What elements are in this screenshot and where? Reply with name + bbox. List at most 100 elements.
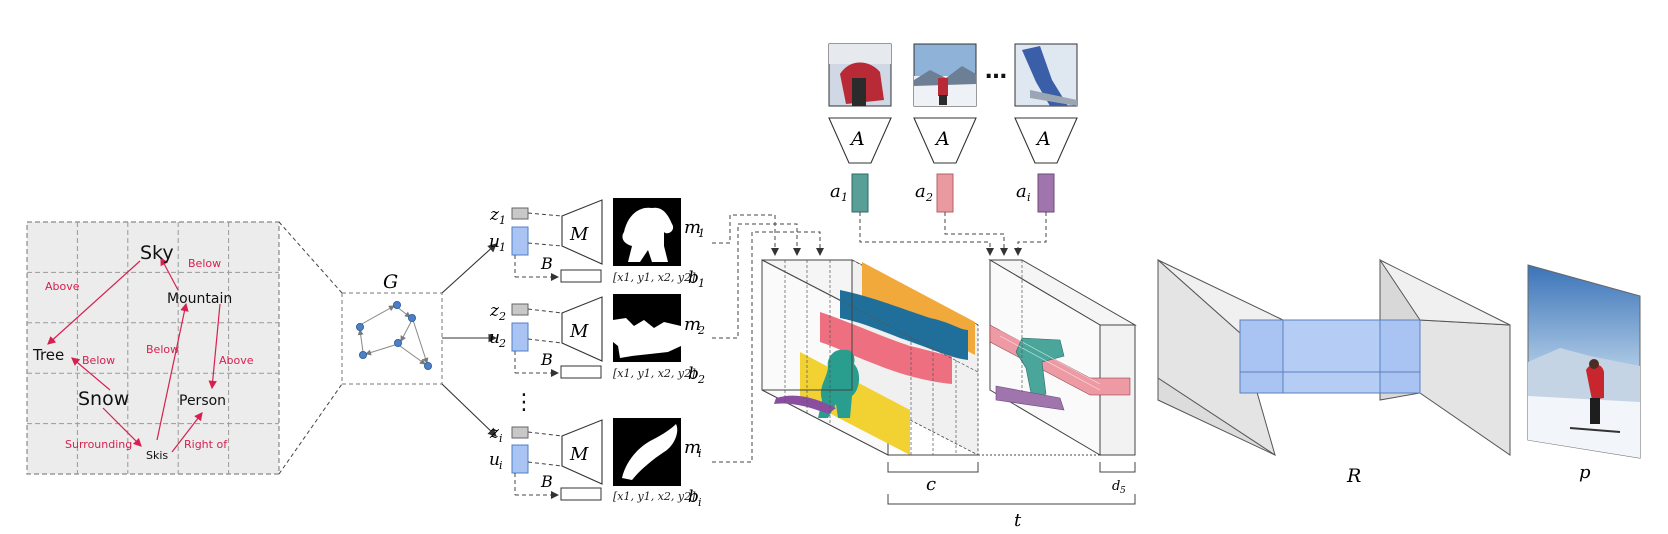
svg-text:b: b — [688, 487, 699, 507]
mask-network — [561, 199, 603, 265]
svg-text:i: i — [698, 496, 702, 509]
svg-text:m: m — [684, 314, 701, 335]
branch-arrows — [441, 243, 498, 437]
object-skis: Skis — [146, 449, 168, 462]
appearance-branch-2: A a 2 — [913, 43, 977, 213]
appearance-vector — [936, 173, 954, 213]
svg-text:B: B — [540, 254, 553, 273]
latent-z — [511, 207, 529, 220]
output-image — [1527, 264, 1641, 459]
svg-text:M: M — [569, 444, 589, 465]
generator-label: R — [1346, 465, 1361, 487]
appearance-vector — [1037, 173, 1055, 213]
svg-text:u: u — [489, 328, 500, 348]
box-vector — [560, 487, 602, 501]
svg-text:[x1, y1, x2, y2]: [x1, y1, x2, y2] — [613, 271, 696, 284]
dim-d-sub: 5 — [1120, 486, 1126, 496]
box-vector — [560, 269, 602, 283]
svg-text:[x1, y1, x2, y2]: [x1, y1, x2, y2] — [613, 490, 696, 503]
object-person: Person — [179, 393, 226, 409]
box-vector — [560, 365, 602, 379]
mask-to-layout-connectors — [712, 214, 824, 463]
dim-t-label: t — [1014, 510, 1022, 531]
svg-text:A: A — [849, 128, 865, 150]
mask-branch-1: z 1 u 1 M m 1 B [x1, y1, x2, y2] b 1 — [489, 198, 705, 290]
svg-text:M: M — [569, 224, 589, 245]
object-snow: Snow — [78, 388, 129, 410]
embedding-u — [511, 226, 529, 256]
svg-text:a: a — [1016, 181, 1027, 202]
branch-ellipsis: ⋮ — [513, 390, 535, 415]
appearance-ellipsis: … — [985, 59, 1007, 84]
svg-text:2: 2 — [498, 310, 506, 323]
svg-text:2: 2 — [697, 324, 705, 337]
svg-text:m: m — [684, 217, 701, 238]
dim-d-label: d — [1112, 479, 1120, 494]
relation-label: Right of — [184, 438, 228, 451]
relation-label: Surrounding — [65, 438, 132, 451]
dimension-brackets — [887, 462, 1136, 505]
latent-z — [511, 303, 529, 316]
svg-text:A: A — [934, 128, 950, 150]
embedding-u — [511, 444, 529, 474]
graph-label: G — [383, 271, 398, 293]
svg-text:B: B — [540, 472, 553, 491]
object-mountain: Mountain — [167, 291, 232, 307]
mask-network — [561, 419, 603, 485]
svg-text:[x1, y1, x2, y2]: [x1, y1, x2, y2] — [613, 367, 696, 380]
svg-text:z: z — [489, 423, 500, 443]
svg-text:M: M — [569, 321, 589, 342]
appearance-branch-i: A a i — [1014, 43, 1078, 213]
svg-text:1: 1 — [698, 277, 705, 290]
zoom-lines — [278, 221, 343, 475]
output-label: p — [1579, 462, 1591, 483]
svg-text:2: 2 — [697, 373, 705, 386]
svg-text:i: i — [499, 459, 503, 472]
svg-text:u: u — [489, 450, 500, 470]
latent-z — [511, 426, 529, 439]
appearance-encoder — [1014, 117, 1078, 164]
object-tree: Tree — [32, 346, 64, 364]
graph-g: G — [341, 271, 443, 385]
svg-text:1: 1 — [698, 227, 705, 240]
object-sky: Sky — [140, 242, 174, 264]
svg-text:i: i — [499, 432, 503, 445]
appearance-vector — [851, 173, 869, 213]
svg-text:b: b — [688, 268, 699, 288]
appearance-volume — [988, 259, 1137, 456]
svg-text:B: B — [540, 350, 553, 369]
layout-volume — [761, 259, 979, 456]
appearance-encoder — [828, 117, 892, 164]
scene-grid: Sky Mountain Tree Snow Person Skis Above… — [26, 221, 280, 475]
appearance-to-layout-connectors — [859, 212, 1047, 256]
mask-branch-2: z 2 u 2 M m 2 B [x1, y1, x2, y2] b 2 — [489, 294, 705, 386]
svg-text:z: z — [489, 205, 500, 225]
svg-text:z: z — [489, 301, 500, 321]
svg-text:u: u — [489, 232, 500, 252]
svg-text:2: 2 — [498, 337, 506, 350]
relation-label: Below — [146, 343, 179, 356]
dim-c-label: c — [926, 474, 936, 495]
svg-text:b: b — [688, 364, 699, 384]
svg-text:i: i — [698, 447, 702, 460]
svg-text:m: m — [684, 437, 701, 458]
svg-text:1: 1 — [499, 241, 506, 254]
embedding-u — [511, 322, 529, 352]
relation-label: Below — [188, 257, 221, 270]
svg-text:a: a — [830, 181, 841, 202]
appearance-branch-1: A a 1 — [828, 43, 892, 213]
mask-network — [561, 296, 603, 362]
svg-text:1: 1 — [841, 191, 848, 204]
svg-text:i: i — [1027, 191, 1031, 204]
svg-text:a: a — [915, 181, 926, 202]
mask-branch-i: z i u i M m i B [x1, y1, x2, y2] b i — [489, 418, 702, 509]
svg-text:2: 2 — [925, 191, 933, 204]
generator-r — [1157, 258, 1511, 457]
svg-text:1: 1 — [499, 214, 506, 227]
relation-label: Below — [82, 354, 115, 367]
appearance-encoder — [913, 117, 977, 164]
relation-label: Above — [45, 280, 80, 293]
relation-label: Above — [219, 354, 254, 367]
svg-text:A: A — [1035, 128, 1051, 150]
